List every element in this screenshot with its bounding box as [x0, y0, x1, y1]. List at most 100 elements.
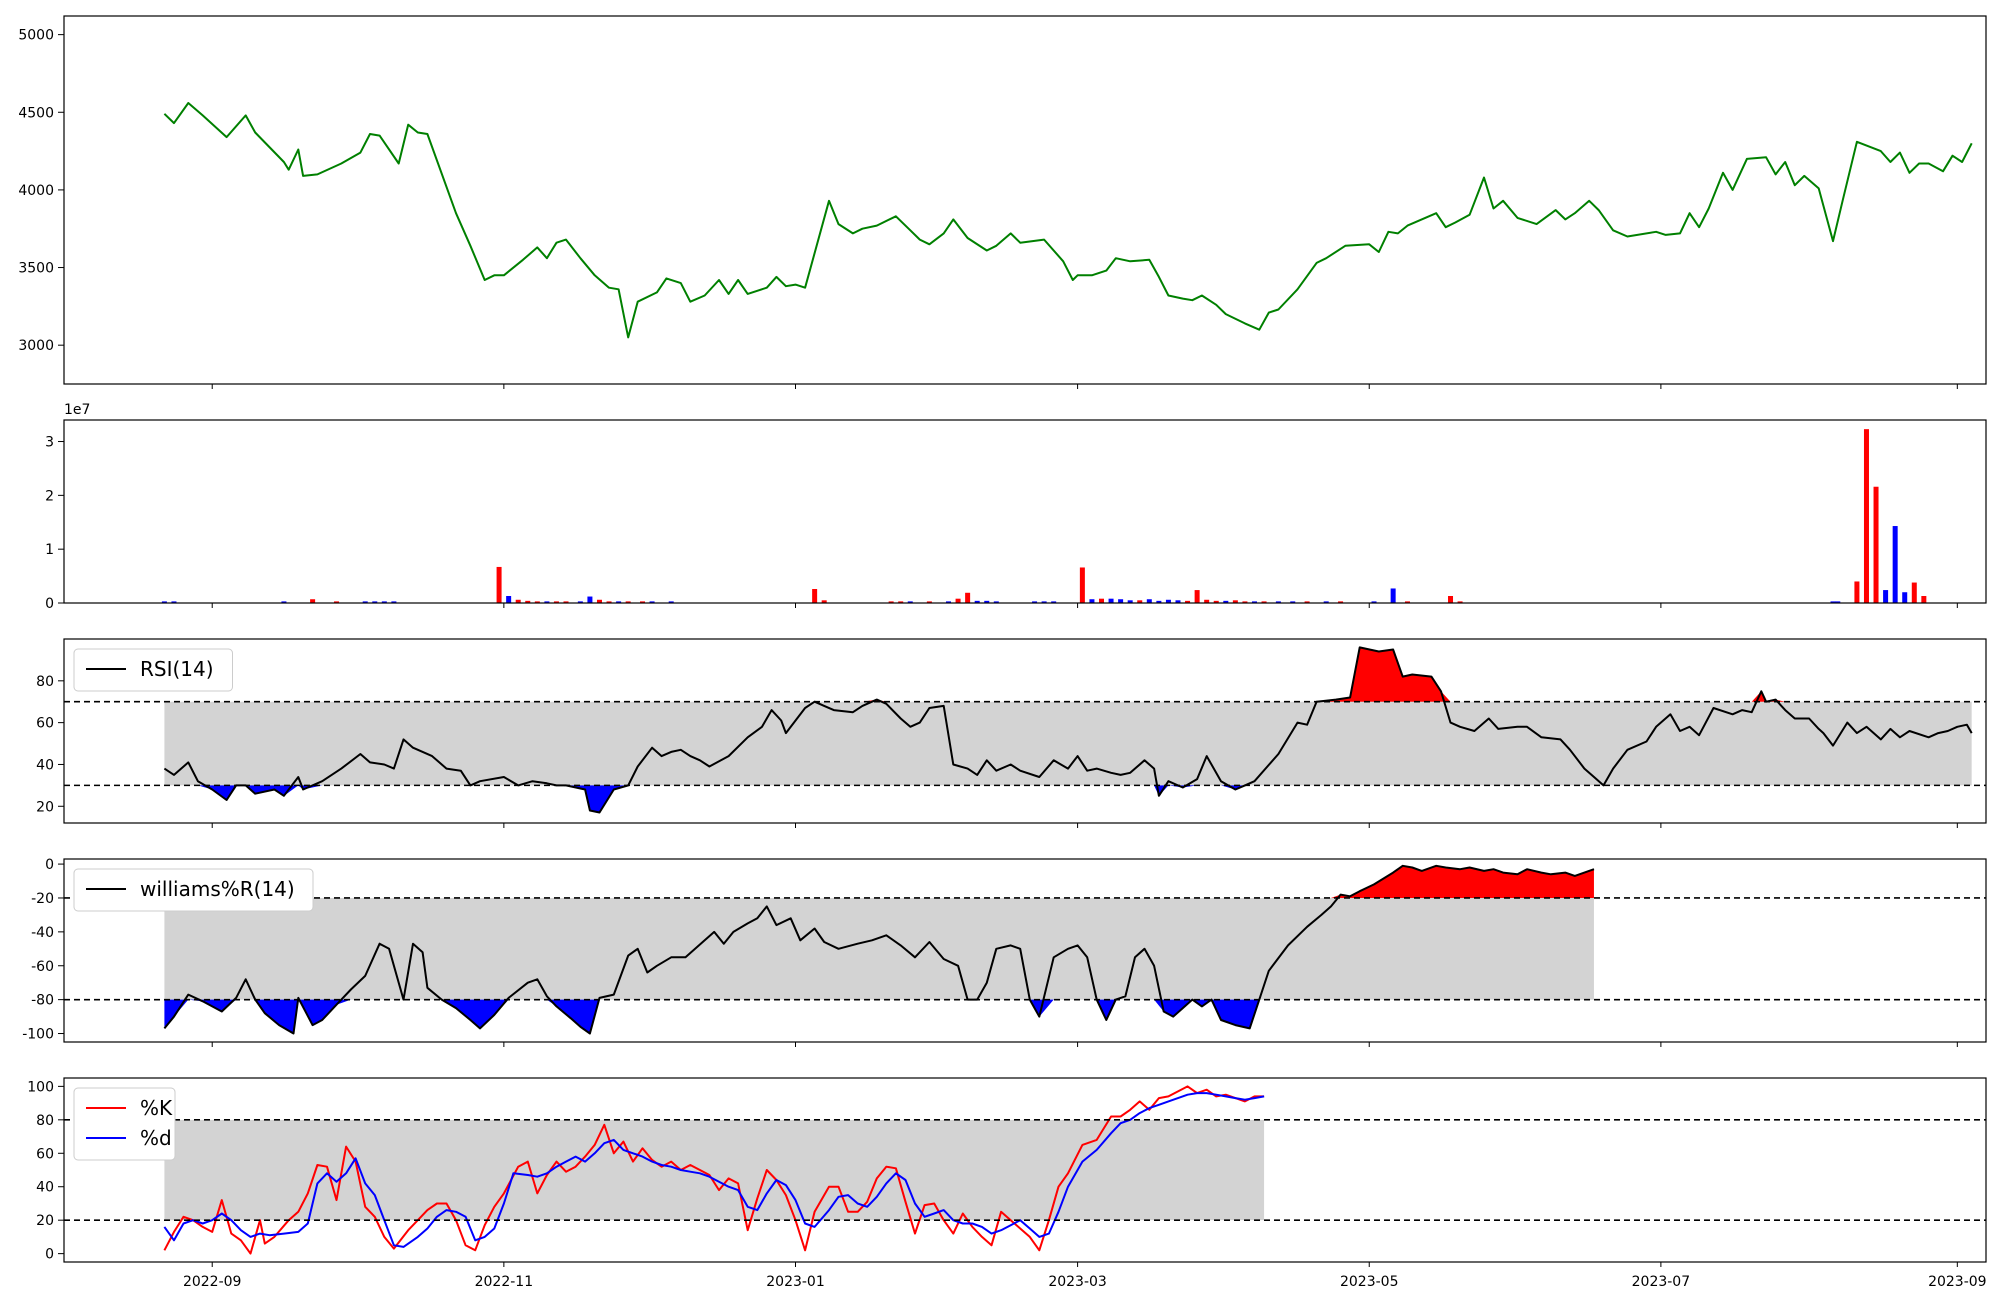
legend: RSI(14) [73, 648, 233, 692]
legend: williams%R(14) [73, 868, 314, 912]
volume-bar [1242, 601, 1248, 603]
volume-bar [534, 601, 540, 603]
y-tick-label: -60 [31, 959, 54, 975]
volume-bar [1323, 601, 1329, 603]
volume-bar [1079, 567, 1085, 603]
volume-bar [1338, 601, 1344, 603]
volume-bar [616, 601, 622, 603]
volume-bar [649, 601, 655, 603]
volume-bar [1232, 600, 1238, 603]
volume-bar [1223, 600, 1229, 603]
volume-bar [1911, 582, 1917, 603]
volume-bar [907, 601, 913, 603]
volume-bar [1404, 601, 1410, 603]
legend-box [73, 648, 233, 692]
volume-bar [812, 589, 818, 603]
volume-bar [506, 596, 512, 603]
volume-bar [515, 599, 521, 603]
volume-bar [606, 601, 612, 603]
x-tick-label: 2023-01 [766, 1274, 825, 1290]
y-tick-label: 3 [45, 435, 54, 451]
volume-bar [1156, 600, 1162, 603]
legend-label: %K [140, 1096, 173, 1120]
y-tick-label: 5000 [18, 28, 54, 44]
volume-bar [1390, 588, 1396, 603]
price-line [163, 102, 1973, 339]
volume-bar [1137, 600, 1143, 603]
volume-bar [553, 601, 559, 603]
volume-bar [334, 601, 340, 603]
plot-area [64, 1085, 1986, 1255]
legend-label: %d [140, 1126, 172, 1150]
volume-bar [1098, 598, 1104, 603]
legend: %K %d [73, 1087, 176, 1161]
threshold-band [164, 701, 1972, 786]
volume-bar [955, 598, 961, 603]
volume-bar [1175, 600, 1181, 603]
y-tick-label: 3000 [18, 338, 54, 354]
volume-bar [391, 601, 397, 603]
volume-bar [281, 601, 287, 603]
volume-bar [1830, 601, 1836, 603]
volume-bar [668, 601, 674, 603]
volume-bar [898, 601, 904, 603]
volume-bar [1165, 599, 1171, 603]
volume-bar [587, 596, 593, 603]
volume-bar [1146, 599, 1152, 603]
plot-area [161, 429, 1927, 603]
y-tick-label: 40 [36, 757, 54, 773]
x-tick-label: 2022-11 [475, 1274, 534, 1290]
volume-bar [1457, 601, 1463, 603]
y-tick-label: 0 [45, 857, 54, 873]
volume-bar [640, 601, 646, 603]
panel-frame [63, 638, 1987, 824]
legend-box [73, 1087, 176, 1161]
volume-bar [1118, 599, 1124, 603]
volume-bar [625, 601, 631, 603]
plot-area [64, 646, 1986, 814]
volume-bar [372, 601, 378, 603]
y-offset-label: 1e7 [64, 402, 90, 418]
y-tick-label: 4500 [18, 105, 54, 121]
volume-bar [496, 566, 502, 603]
volume-bar [1902, 592, 1908, 603]
oversold-fill [164, 785, 1972, 813]
volume-bar [1835, 601, 1841, 603]
panel-frame [63, 1077, 1987, 1263]
stochastic-panel: 0 20 40 60 80 100 %K %d [27, 1077, 1987, 1267]
y-tick-label: -20 [31, 891, 54, 907]
volume-bar [1108, 598, 1114, 603]
volume-bar [1204, 599, 1210, 603]
y-tick-label: 80 [36, 674, 54, 690]
volume-bar [577, 601, 583, 603]
volume-bar [946, 601, 952, 603]
x-tick-label: 2023-03 [1048, 1274, 1107, 1290]
price-panel: 3000 3500 4000 4500 5000 [18, 15, 1987, 389]
plot-area [163, 102, 1973, 339]
y-tick-label: -80 [31, 993, 54, 1009]
x-tick-label: 2022-09 [183, 1274, 242, 1290]
y-tick-label: 60 [36, 1146, 54, 1162]
y-tick-label: 3500 [18, 261, 54, 277]
y-tick-label: 20 [36, 1213, 54, 1229]
volume-bar [1892, 526, 1898, 603]
x-tick-label: 2023-07 [1632, 1274, 1691, 1290]
threshold-band [164, 897, 1594, 1000]
plot-area [64, 864, 1986, 1035]
y-tick-label: 80 [36, 1113, 54, 1129]
volume-bar [563, 601, 569, 603]
volume-bar [544, 601, 550, 603]
volume-bar [596, 599, 602, 603]
williams-r-14--line [163, 864, 1595, 1035]
y-tick-label: 40 [36, 1180, 54, 1196]
volume-bar [1127, 600, 1133, 603]
x-tick-label: 2023-05 [1340, 1274, 1399, 1290]
volume-bar [1921, 596, 1927, 603]
volume-bar [1371, 601, 1377, 603]
volume-bar [1194, 590, 1200, 603]
volume-bar [1051, 601, 1057, 603]
volume-bar [1251, 601, 1257, 603]
panel-frame [63, 419, 1987, 604]
volume-bar [1304, 601, 1310, 603]
